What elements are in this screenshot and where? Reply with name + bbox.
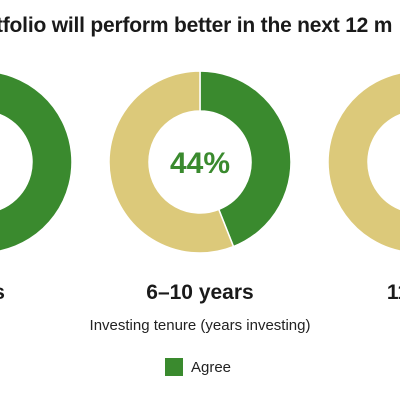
donut-value-label-center: 44% xyxy=(170,147,230,180)
tenure-label-right: 11 xyxy=(386,281,400,304)
legend-swatch-agree xyxy=(165,358,183,376)
tenure-label-left: rs xyxy=(0,281,5,305)
donut-agree-slice-left xyxy=(0,72,73,252)
tenure-label-center: 6–10 years xyxy=(146,281,254,304)
donut-agree-slice-center xyxy=(199,70,292,248)
legend-label-agree: Agree xyxy=(191,358,232,376)
chart-title: rtfolio will perform better in the next … xyxy=(0,14,393,37)
legend: Agree xyxy=(165,358,231,376)
x-axis-title: Investing tenure (years investing) xyxy=(89,317,311,334)
donut-other-slice-right xyxy=(327,72,400,252)
donut-other-slice-center xyxy=(108,70,235,254)
